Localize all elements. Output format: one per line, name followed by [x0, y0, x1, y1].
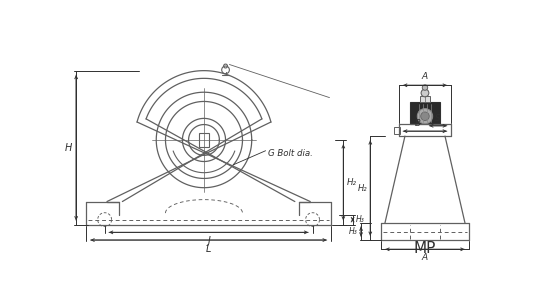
Text: S: S [435, 114, 441, 123]
Text: H: H [65, 143, 72, 153]
Circle shape [422, 85, 428, 90]
Text: A: A [422, 72, 428, 81]
Text: H₃: H₃ [356, 215, 364, 224]
Bar [394, 127, 400, 134]
Text: G Bolt dia.: G Bolt dia. [268, 148, 313, 158]
Text: J: J [207, 236, 210, 246]
Circle shape [421, 112, 429, 121]
Text: B: B [414, 119, 420, 128]
Circle shape [417, 109, 433, 124]
Text: L: L [206, 244, 211, 254]
Bar [409, 102, 440, 124]
Text: H₂: H₂ [346, 178, 356, 187]
Bar [199, 133, 209, 147]
Text: H₂: H₂ [358, 184, 367, 193]
Text: H₃: H₃ [349, 227, 358, 236]
Bar [420, 96, 431, 102]
Text: MP: MP [414, 241, 436, 256]
Text: A: A [422, 253, 428, 262]
Circle shape [421, 89, 429, 97]
